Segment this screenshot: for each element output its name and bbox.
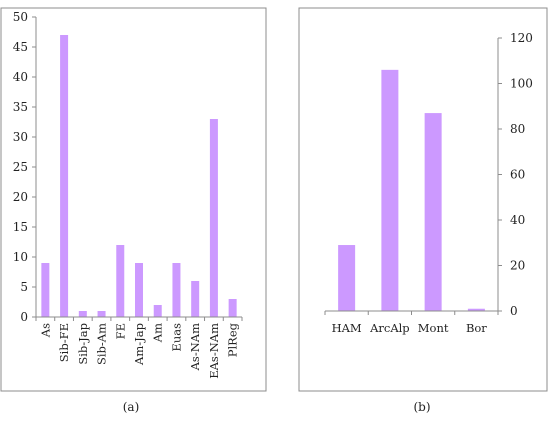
bar-b-ham [338, 245, 356, 311]
x-tick-label-a: Euas [169, 323, 183, 352]
y-tick-label-b: 80 [510, 122, 525, 136]
bar-a-euas [172, 263, 181, 317]
bar-b-mont [424, 113, 442, 311]
bar-b-arcalp [381, 69, 399, 311]
bar-a-as-nam [191, 281, 200, 317]
y-tick-label-a: 30 [13, 130, 28, 144]
x-tick-label-a: PlReg [226, 322, 240, 357]
y-tick-label-b: 20 [510, 259, 525, 273]
x-tick-label-a: Sib-Jap [76, 323, 90, 365]
x-tick-label-a: Sib-FE [57, 323, 71, 362]
panel-a-label: (a) [123, 400, 140, 414]
bar-a-sib-fe [60, 35, 69, 317]
x-tick-label-a: Am-Jap [132, 323, 146, 366]
x-tick-label-a: Am [151, 323, 165, 343]
x-tick-label-a: Sib-Am [95, 323, 109, 365]
bar-a-eas-nam [209, 119, 218, 317]
bar-a-as [41, 263, 50, 317]
bar-a-sib-jap [78, 311, 87, 317]
y-tick-label-b: 100 [510, 77, 533, 91]
x-tick-label-b: HAM [332, 321, 362, 335]
bar-a-plreg [228, 299, 237, 317]
x-tick-label-b: Mont [418, 321, 449, 335]
chart-panel-a: (a) 0 5 10 15 20 25 30 35 40 45 50 As Sib-FE Sib-Jap S… [0, 7, 267, 414]
bar-a-sib-am [97, 311, 106, 317]
x-tick-label-a: As-NAm [188, 323, 202, 371]
x-tick-label-b: Bor [466, 321, 487, 335]
x-tick-label-b: ArcAlp [369, 321, 410, 335]
bar-a-fe [116, 245, 125, 317]
y-tick-label-a: 45 [13, 40, 28, 54]
y-tick-label-a: 20 [13, 190, 28, 204]
x-tick-label-a: FE [113, 323, 127, 339]
x-tick-label-a: EAs-NAm [207, 323, 221, 379]
y-tick-label-a: 0 [20, 310, 28, 324]
y-tick-label-b: 120 [510, 31, 533, 45]
bar-a-am [153, 305, 162, 317]
y-tick-label-b: 60 [510, 168, 525, 182]
y-tick-label-a: 40 [13, 70, 28, 84]
y-tick-label-a: 10 [13, 250, 28, 264]
bar-a-am-jap [135, 263, 143, 317]
y-tick-label-b: 0 [510, 304, 518, 318]
bar-b-bor [467, 308, 485, 311]
chart-b-frame [298, 7, 548, 392]
panel-b-label: (b) [413, 400, 430, 414]
y-tick-label-a: 50 [13, 10, 28, 24]
chart-panel-b: (b) 0 20 40 60 80 100 120 HAM ArcAlp Mont Bor [298, 7, 548, 414]
x-tick-label-a: As [38, 323, 52, 338]
y-tick-label-b: 40 [510, 213, 525, 227]
y-tick-label-a: 15 [13, 220, 28, 234]
y-tick-label-a: 35 [13, 100, 28, 114]
y-tick-label-a: 5 [20, 280, 28, 294]
y-tick-label-a: 25 [13, 160, 28, 174]
chart-a-frame [0, 7, 267, 392]
